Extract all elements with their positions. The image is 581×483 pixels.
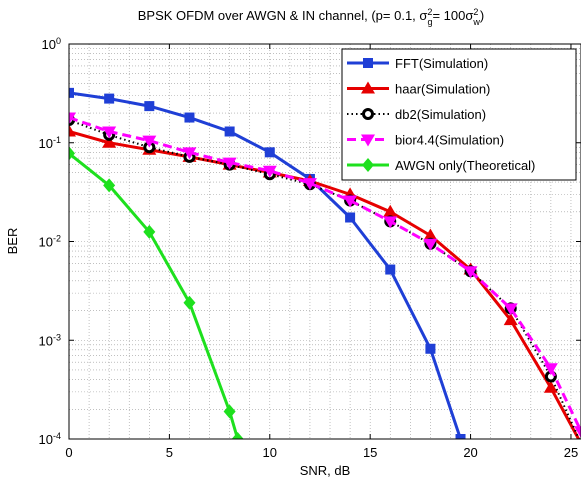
- x-tick-label: 20: [463, 445, 477, 460]
- chart-title: BPSK OFDM over AWGN & IN channel, (p= 0.…: [138, 7, 484, 27]
- data-point: [463, 266, 478, 279]
- y-tick-label: 100: [42, 36, 61, 52]
- x-axis-label: SNR, dB: [300, 463, 351, 478]
- series-line: [69, 116, 581, 432]
- data-point: [425, 343, 436, 354]
- data-point: [222, 157, 237, 170]
- data-point: [543, 380, 558, 393]
- data-point: [184, 112, 195, 123]
- x-tick-label: 5: [166, 445, 173, 460]
- x-tick-label: 15: [363, 445, 377, 460]
- legend-label: haar(Simulation): [395, 82, 490, 97]
- y-tick-label: 10-4: [39, 431, 61, 447]
- data-point: [144, 101, 155, 112]
- legend-box: [341, 48, 577, 181]
- x-tick-label: 10: [263, 445, 277, 460]
- y-tick-label: 10-2: [39, 234, 61, 250]
- data-point: [69, 112, 76, 125]
- data-point: [503, 313, 518, 326]
- legend-label: AWGN only(Theoretical): [395, 158, 535, 173]
- data-point: [142, 135, 157, 148]
- data-point: [224, 126, 235, 137]
- y-tick-label: 10-3: [39, 332, 61, 348]
- data-point: [183, 295, 196, 310]
- data-point: [455, 434, 466, 439]
- data-point: [383, 216, 398, 229]
- axis-ticks: 0 5 10 15 20 25 100 10-1 10-2 10-3 10-4: [39, 36, 581, 460]
- series-line: [69, 130, 581, 439]
- data-point: [503, 303, 518, 316]
- data-point: [102, 126, 117, 139]
- data-point: [103, 178, 116, 193]
- data-point: [543, 363, 558, 376]
- legend-swatch-marker: [362, 108, 374, 120]
- data-point: [423, 228, 438, 241]
- data-point: [345, 212, 356, 223]
- data-point: [69, 124, 76, 137]
- data-point: [69, 87, 74, 98]
- data-point: [262, 165, 277, 178]
- data-point: [302, 178, 317, 191]
- data-point: [343, 195, 358, 208]
- data-point: [223, 404, 236, 419]
- data-point: [574, 426, 581, 439]
- legend: FFT(Simulation) haar(Simulation) db2(Simul…: [341, 48, 577, 181]
- legend-swatch-marker: [361, 81, 375, 94]
- legend-label: FFT(Simulation): [395, 56, 488, 71]
- data-point: [69, 146, 75, 161]
- x-tick-label: 25: [564, 445, 578, 460]
- data-point: [104, 93, 115, 104]
- y-axis-label: BER: [5, 228, 20, 255]
- data-point: [143, 224, 156, 239]
- series-group: [69, 87, 581, 439]
- series-3: [69, 112, 581, 439]
- data-point: [264, 147, 275, 158]
- data-point: [385, 264, 396, 275]
- legend-swatch-marker: [361, 134, 375, 147]
- data-point: [182, 147, 197, 160]
- data-point: [102, 135, 117, 148]
- data-point: [383, 204, 398, 217]
- legend-swatch-marker: [362, 158, 374, 172]
- data-point: [231, 432, 244, 439]
- data-point: [423, 238, 438, 251]
- legend-swatch-marker: [363, 58, 373, 68]
- legend-label: bior4.4(Simulation): [395, 133, 504, 148]
- y-tick-label: 10-1: [39, 135, 61, 151]
- legend-label: db2(Simulation): [395, 107, 486, 122]
- x-tick-label: 0: [65, 445, 72, 460]
- series-4: [69, 146, 244, 439]
